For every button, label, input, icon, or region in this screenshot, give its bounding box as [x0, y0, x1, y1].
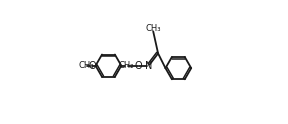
Text: CH₃: CH₃	[78, 61, 94, 70]
Text: CH₂: CH₂	[118, 61, 134, 70]
Text: O: O	[88, 61, 96, 71]
Text: CH₃: CH₃	[145, 24, 161, 33]
Text: O: O	[135, 61, 142, 71]
Text: N: N	[145, 61, 152, 71]
